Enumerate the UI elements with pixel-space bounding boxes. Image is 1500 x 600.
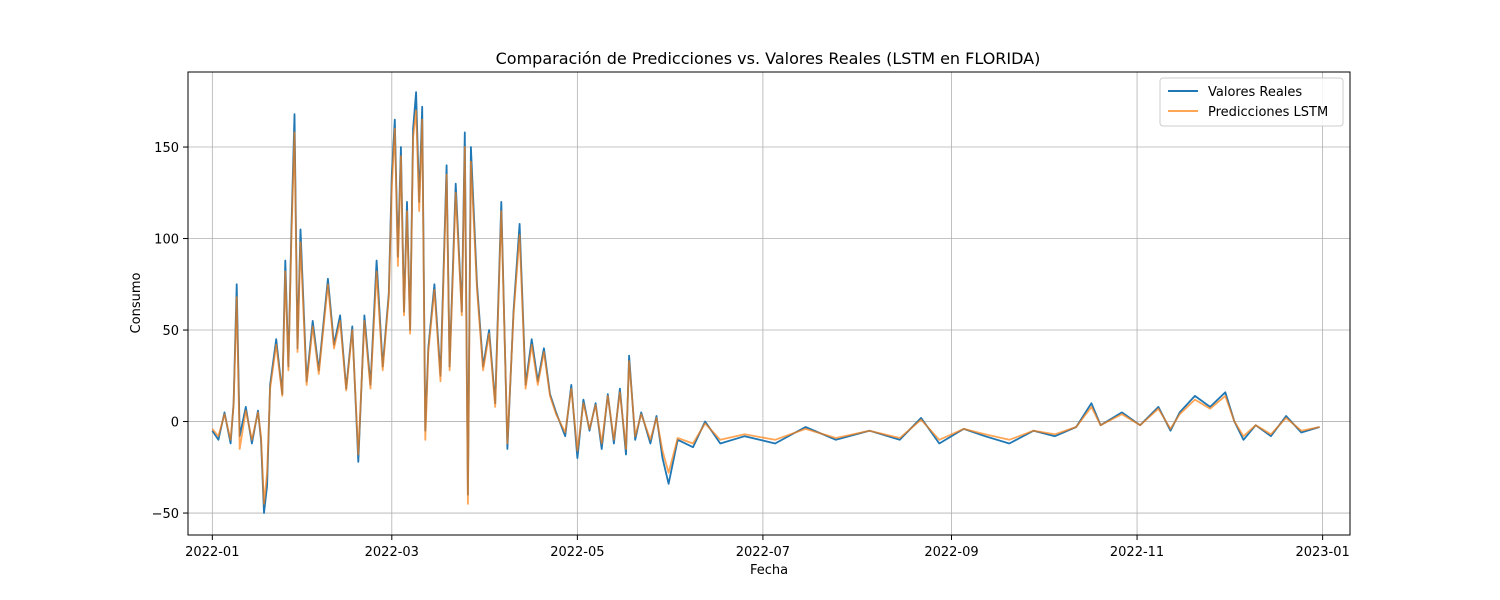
chart-title: Comparación de Predicciones vs. Valores …: [496, 49, 1041, 68]
plot-frame: [187, 71, 1351, 536]
x-tick-label: 2022-05: [550, 545, 604, 560]
x-tick-label: 2022-01: [185, 545, 239, 560]
y-tick-label: −50: [152, 507, 179, 522]
legend-box: [1159, 77, 1344, 127]
x-tick-label: 2022-09: [924, 545, 978, 560]
series-line-pred: [211, 109, 1320, 505]
x-tick-label: 2022-03: [365, 545, 419, 560]
legend-label-real: Valores Reales: [1208, 85, 1302, 100]
y-axis: −50 0 50 100 150: [152, 141, 188, 522]
y-tick-label: 150: [154, 141, 179, 156]
y-tick-label: 50: [162, 324, 179, 339]
grid: [188, 72, 1350, 535]
y-tick-label: 0: [171, 416, 179, 431]
x-tick-label: 2022-11: [1110, 545, 1164, 560]
x-tick-label: 2023-01: [1295, 545, 1349, 560]
x-axis-label: Fecha: [750, 563, 788, 578]
y-axis-label: Consumo: [129, 273, 144, 334]
x-tick-label: 2022-07: [736, 545, 790, 560]
y-tick-label: 100: [154, 233, 179, 248]
plot-lines: [211, 91, 1320, 514]
legend-label-pred: Predicciones LSTM: [1208, 105, 1328, 120]
legend: Valores Reales Predicciones LSTM: [1159, 77, 1344, 127]
x-axis: 2022-01 2022-03 2022-05 2022-07 2022-09 2022-…: [185, 535, 1350, 560]
